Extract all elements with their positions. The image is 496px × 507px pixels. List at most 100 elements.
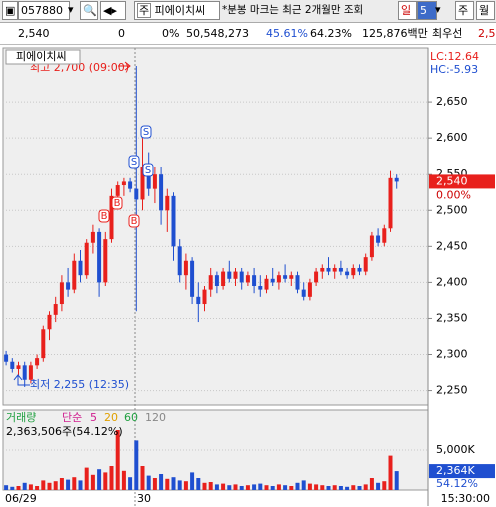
- info-value: 2,5: [478, 27, 496, 40]
- volume-summary: 2,363,506주(54.12%): [6, 425, 123, 438]
- candle-body: [90, 231, 95, 243]
- candle-body: [152, 174, 157, 189]
- candle-body: [159, 174, 164, 211]
- x-tick-label: 15:30:00: [441, 492, 490, 505]
- candle-body: [363, 257, 368, 272]
- stock-name[interactable]: 주 피에이치씨: [134, 1, 220, 20]
- candle-body: [35, 358, 40, 366]
- hc-label: HC:-5.93: [430, 63, 478, 76]
- volume-bar: [190, 472, 195, 490]
- volume-bar: [159, 474, 164, 490]
- candle-body: [41, 329, 46, 359]
- candle-body: [301, 289, 306, 297]
- current-price-label: 2,540: [436, 174, 468, 187]
- candle-body: [345, 271, 350, 276]
- low-label: 최저 2,255 (12:35): [30, 378, 129, 391]
- volume-bar: [345, 486, 350, 490]
- volume-bar: [338, 486, 343, 490]
- lc-label: LC:12.64: [430, 50, 479, 63]
- ma-period: 60: [124, 411, 138, 424]
- y-tick-label: 2,650: [436, 95, 468, 108]
- y-tick-label: 2,350: [436, 311, 468, 324]
- legend-box: [5, 49, 81, 65]
- volume-bar: [332, 485, 337, 490]
- chart: 2,6502,6002,5502,5002,4502,4002,3502,300…: [2, 47, 495, 506]
- candle-body: [177, 246, 182, 276]
- volume-bar: [10, 486, 15, 490]
- price-panel: [2, 47, 429, 406]
- volume-bar: [177, 480, 182, 490]
- code-input[interactable]: 057880: [18, 1, 70, 20]
- volume-bar: [264, 485, 269, 490]
- volume-bar: [221, 483, 226, 490]
- ma-period: 5: [90, 411, 97, 424]
- signal-label: B: [101, 211, 108, 222]
- candle-body: [183, 260, 188, 276]
- volume-bar: [128, 477, 133, 490]
- info-value: 50,548,273: [186, 27, 249, 40]
- candle-body: [47, 314, 52, 330]
- volume-bar: [152, 478, 157, 490]
- volume-bar: [208, 482, 213, 490]
- volume-bar: [289, 486, 294, 490]
- volume-bar: [22, 482, 27, 490]
- volume-pct: 54.12%: [436, 477, 478, 490]
- period-button[interactable]: 일: [398, 1, 417, 20]
- search-button[interactable]: 🔍: [80, 1, 98, 20]
- week-button[interactable]: 주: [455, 1, 474, 20]
- nav-button[interactable]: ◀▸: [100, 1, 126, 20]
- candle-body: [84, 242, 89, 276]
- candle-body: [121, 181, 126, 186]
- menu-button[interactable]: ▣: [2, 1, 18, 20]
- candle-body: [22, 365, 27, 380]
- dropdown[interactable]: ▾: [68, 3, 74, 16]
- volume-bar: [196, 478, 201, 490]
- volume-bar: [47, 482, 52, 490]
- dropdown[interactable]: ▾: [435, 3, 441, 16]
- candle-body: [4, 354, 9, 362]
- candle-body: [376, 235, 381, 243]
- candle-body: [190, 260, 195, 297]
- signal-marker: [128, 155, 140, 169]
- candle-body: [140, 167, 145, 200]
- candle-body: [171, 195, 176, 247]
- y-tick-label: 2,450: [436, 239, 468, 252]
- y-tick-label: 2,500: [436, 203, 468, 216]
- info-value: 64.23%: [310, 27, 352, 40]
- signal-label: B: [131, 216, 138, 227]
- info-row: 2,540 0 0% 50,548,273 45.61% 64.23% 125,876백만 최…: [0, 24, 496, 45]
- volume-bar: [252, 484, 257, 490]
- volume-bar: [357, 486, 362, 490]
- candle-body: [146, 167, 151, 189]
- volume-bar: [90, 474, 95, 490]
- volume-bar: [214, 484, 219, 490]
- volume-bar: [239, 486, 244, 490]
- current-volume-label: 2,364K: [436, 464, 475, 477]
- candle-body: [109, 195, 114, 240]
- toolbar: ▣ 057880 ▾ 🔍 ◀▸ 주 피에이치씨 *분봉 마크는 최근 2개월만 …: [0, 0, 496, 23]
- candle-body: [134, 188, 139, 200]
- volume-bar: [183, 481, 188, 490]
- candle-body: [59, 282, 64, 305]
- volume-bar: [97, 469, 102, 490]
- candle-body: [72, 260, 77, 290]
- signal-label: S: [131, 157, 137, 168]
- candle-body: [214, 275, 219, 286]
- volume-bar: [28, 484, 33, 490]
- candle-body: [314, 271, 319, 283]
- interval-input[interactable]: 5: [417, 1, 437, 20]
- volume-title: 거래량: [6, 411, 36, 424]
- volume-bar: [202, 482, 207, 490]
- volume-bar: [78, 480, 83, 490]
- volume-bar: [314, 484, 319, 490]
- month-button[interactable]: 월: [476, 1, 495, 20]
- volume-bar: [121, 470, 126, 490]
- candle-body: [252, 275, 257, 286]
- candle-body: [338, 267, 343, 272]
- signal-marker: [111, 196, 123, 210]
- info-value: 125,876백만: [362, 27, 428, 40]
- volume-bar: [326, 486, 331, 490]
- candle-body: [276, 275, 281, 283]
- volume-bar: [295, 482, 300, 490]
